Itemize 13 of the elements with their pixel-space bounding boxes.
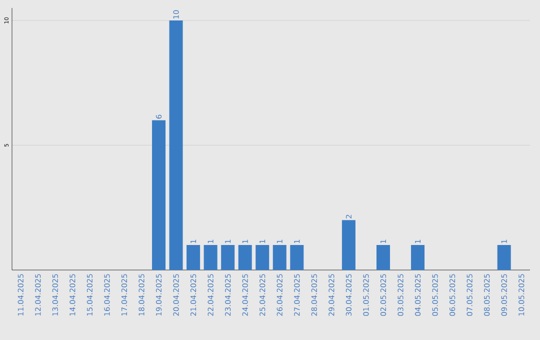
- bar: [497, 245, 511, 270]
- bar: [376, 245, 390, 270]
- bar: [152, 120, 166, 270]
- bar: [256, 245, 270, 270]
- bar: [169, 20, 183, 270]
- bar: [186, 245, 200, 270]
- bar: [204, 245, 218, 270]
- bar: [238, 245, 252, 270]
- bar: [272, 245, 286, 270]
- bar: [411, 245, 425, 270]
- bar: [221, 245, 235, 270]
- bar: [342, 220, 356, 270]
- bar: [290, 245, 304, 270]
